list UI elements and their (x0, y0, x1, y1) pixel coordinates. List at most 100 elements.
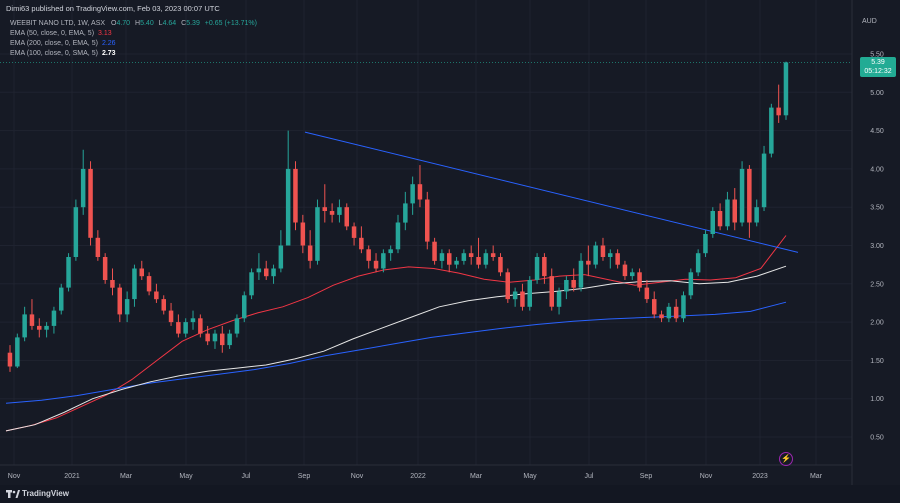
candle-body (739, 168, 745, 223)
candle-body (15, 337, 20, 367)
candle-body (695, 253, 701, 273)
x-tick-label: Nov (8, 473, 21, 480)
candle-body (556, 291, 562, 307)
candle-body (154, 291, 159, 300)
candle-body (512, 291, 518, 300)
candle-body (73, 207, 79, 257)
y-tick-label: 3.50 (870, 205, 884, 212)
candle-body (249, 272, 254, 296)
candle-body (783, 62, 789, 116)
y-tick-label: 3.00 (870, 243, 884, 250)
candle-body (315, 207, 320, 261)
candle-body (586, 260, 591, 265)
y-tick-label: 4.00 (870, 166, 884, 173)
candle-body (593, 245, 598, 265)
candle-body (190, 318, 196, 323)
x-tick-label: Nov (351, 473, 364, 480)
candle-body (132, 268, 137, 300)
candle-body (644, 287, 650, 300)
candle-body (95, 237, 101, 257)
indicator-ema50[interactable]: EMA (50, close, 0, EMA, 5) 3.13 (10, 30, 112, 37)
candle-body (37, 325, 42, 330)
x-tick-label: Jul (585, 473, 594, 480)
candle-body (652, 299, 657, 315)
indicator-value: 2.73 (101, 50, 116, 57)
candle-body (666, 306, 672, 319)
candle-body (183, 322, 188, 334)
candle-body (600, 245, 606, 257)
candle-body (256, 268, 262, 273)
candle-body (732, 199, 737, 223)
x-tick-label: Sep (640, 473, 653, 480)
candle-body (212, 333, 218, 342)
indicator-value: 2.26 (101, 40, 116, 47)
last-price-tag: 5.39 05:12:32 (860, 57, 896, 77)
indicator-ema100[interactable]: EMA (100, close, 0, SMA, 5) 2.73 (10, 50, 116, 57)
x-tick-label: 2023 (752, 473, 768, 480)
candle-body (264, 268, 269, 277)
bar-countdown: 05:12:32 (864, 68, 892, 75)
candle-body (776, 107, 781, 116)
y-tick-label: 4.50 (870, 128, 884, 135)
candlestick-chart[interactable]: 0.50 1.00 1.50 2.00 2.50 3.00 3.50 4.00 4.50 5.00… (0, 0, 900, 485)
candle-body (88, 168, 93, 238)
candle-body (637, 272, 642, 288)
candle-body (161, 299, 166, 311)
high-value: 5.40 (140, 20, 154, 27)
open-value: 4.70 (116, 20, 131, 27)
candle-body (51, 310, 57, 326)
currency-label: AUD (862, 18, 877, 25)
candle-body (432, 241, 437, 261)
candle-body (300, 222, 306, 246)
tradingview-logo-icon (6, 490, 20, 498)
x-tick-label: Mar (810, 473, 823, 480)
candle-body (146, 276, 152, 292)
y-tick-label: 2.50 (870, 281, 884, 288)
y-tick-label: 5.50 (870, 52, 884, 59)
indicator-ema200[interactable]: EMA (200, close, 0, EMA, 5) 2.26 (10, 40, 116, 47)
candle-body (220, 333, 225, 346)
candle-body (373, 260, 379, 269)
x-tick-label: Mar (470, 473, 483, 480)
low-value: 4.64 (162, 20, 177, 27)
footer-brand: TradingView (22, 489, 69, 498)
x-tick-label: May (179, 473, 193, 480)
candle-body (483, 253, 489, 265)
y-tick-label: 1.00 (870, 396, 884, 403)
candle-body (271, 268, 276, 277)
candle-body (285, 168, 291, 246)
candle-body (608, 253, 613, 257)
candle-body (527, 280, 532, 307)
candle-body (344, 207, 349, 227)
candle-body (102, 257, 108, 280)
indicator-label: EMA (200, close, 0, EMA, 5) (10, 40, 98, 47)
candle-body (754, 207, 759, 223)
candle-body (410, 184, 415, 204)
candle-body (388, 249, 393, 254)
candle-body (66, 257, 71, 288)
candle-body (44, 325, 49, 330)
candle-body (278, 245, 284, 269)
candle-body (498, 257, 503, 273)
candle-body (549, 276, 554, 307)
indicator-value: 3.13 (98, 30, 112, 37)
candle-body (747, 168, 752, 223)
candle-body (307, 245, 313, 261)
lightning-icon[interactable]: ⚡ (779, 452, 793, 466)
high-label: H (135, 20, 141, 27)
y-tick-label: 0.50 (870, 435, 884, 442)
change-value: +0.65 (+13.71%) (204, 20, 257, 27)
y-tick-label: 1.50 (870, 358, 884, 365)
trendline (304, 131, 799, 253)
x-tick-label: 2021 (64, 473, 80, 480)
candle-body (542, 257, 547, 277)
x-tick-label: 2022 (410, 473, 426, 480)
candle-body (22, 314, 27, 338)
candle-body (659, 314, 664, 319)
candle-body (395, 222, 401, 250)
candle-body (366, 249, 371, 261)
candle-body (505, 272, 510, 300)
candle-body (622, 264, 628, 277)
open-label: O (111, 20, 117, 27)
